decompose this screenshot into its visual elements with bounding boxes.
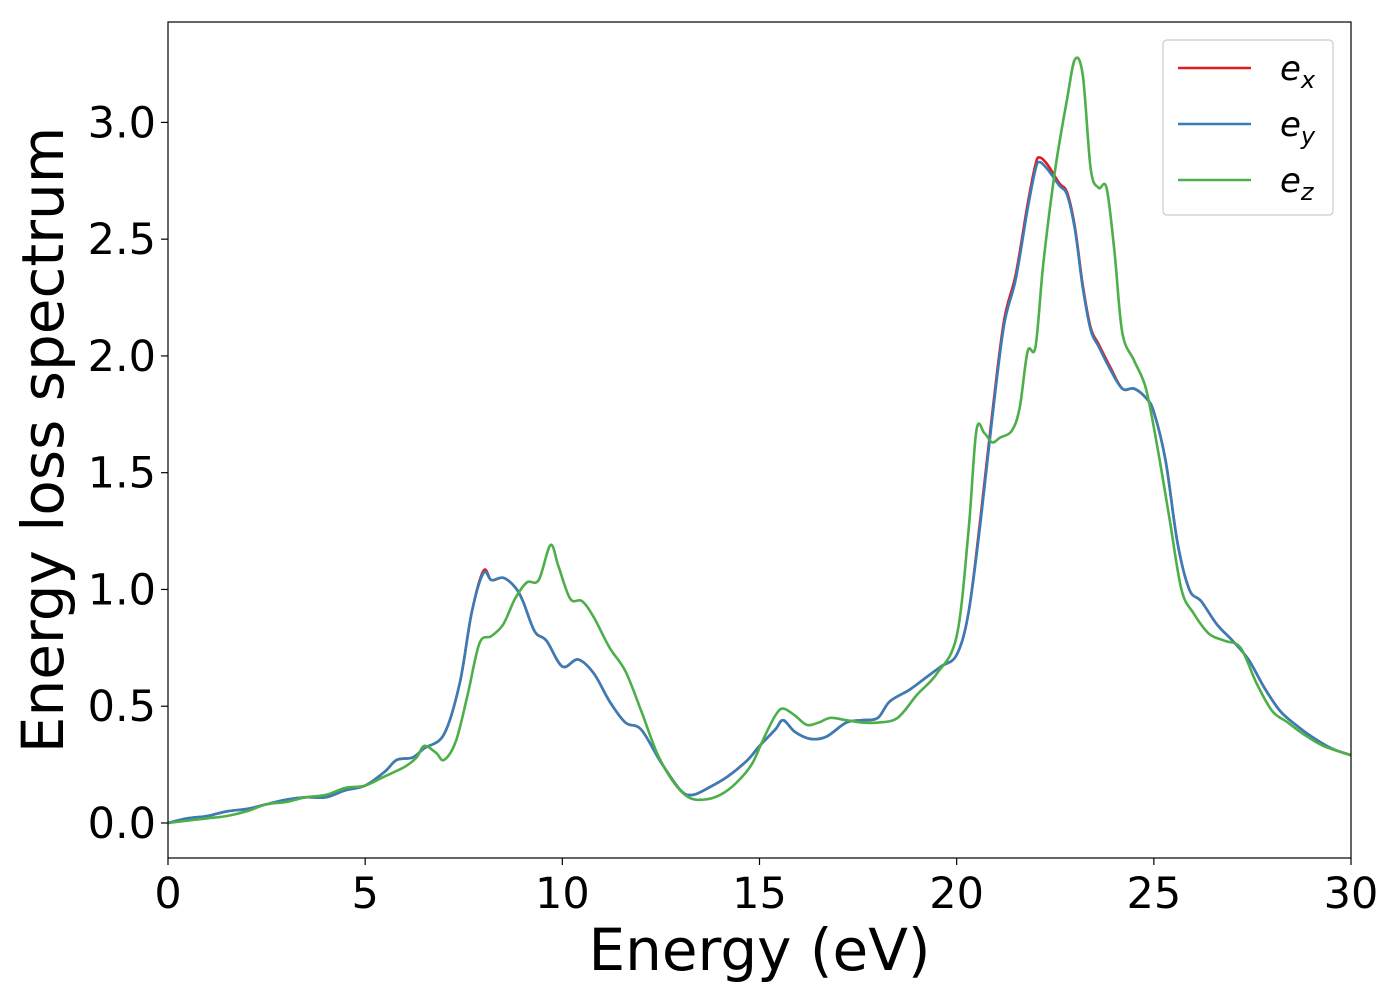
legend-label-ey: ey bbox=[1280, 105, 1316, 150]
x-tick-label: 0 bbox=[154, 869, 181, 919]
y-tick-label: 3.0 bbox=[88, 98, 156, 148]
legend-label-ez: ez bbox=[1280, 161, 1315, 206]
series-line-ey bbox=[168, 160, 1351, 825]
series-line-ez bbox=[168, 56, 1351, 825]
x-tick-label: 20 bbox=[929, 869, 984, 919]
legend-label-ex: ex bbox=[1280, 49, 1316, 94]
y-tick-label: 2.5 bbox=[88, 215, 156, 265]
y-axis: 0.0 0.5 1.0 1.5 2.0 2.5 3.0 bbox=[88, 98, 168, 849]
x-axis: 0 5 10 15 20 25 30 bbox=[154, 858, 1378, 919]
y-tick-label: 2.0 bbox=[88, 332, 156, 382]
x-axis-label: Energy (eV) bbox=[588, 916, 930, 984]
x-tick-label: 30 bbox=[1324, 869, 1379, 919]
y-tick-label: 1.5 bbox=[88, 449, 156, 499]
x-tick-label: 5 bbox=[351, 869, 378, 919]
x-tick-label: 15 bbox=[732, 869, 787, 919]
legend: ex ey ez bbox=[1162, 39, 1334, 216]
y-tick-label: 0.0 bbox=[88, 799, 156, 849]
legend-box bbox=[1162, 39, 1334, 216]
y-axis-label: Energy loss spectrum bbox=[9, 127, 77, 753]
x-tick-label: 25 bbox=[1126, 869, 1181, 919]
series-line-ex bbox=[168, 156, 1351, 825]
x-tick-label: 10 bbox=[535, 869, 590, 919]
series-lines bbox=[168, 56, 1351, 825]
y-tick-label: 1.0 bbox=[88, 565, 156, 615]
y-tick-label: 0.5 bbox=[88, 682, 156, 732]
